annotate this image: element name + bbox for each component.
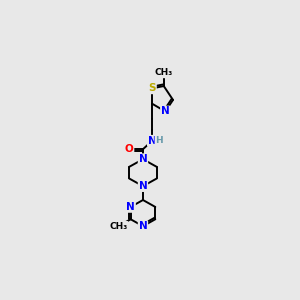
Text: CH₃: CH₃ [154,68,173,77]
Text: N: N [139,221,147,231]
Text: N: N [139,181,147,191]
Text: N: N [148,136,157,146]
Text: O: O [125,144,134,154]
Text: CH₃: CH₃ [109,222,128,231]
Text: S: S [148,83,156,93]
Text: H: H [155,136,163,145]
Text: N: N [139,154,147,164]
Text: N: N [126,202,135,212]
Text: N: N [161,106,170,116]
